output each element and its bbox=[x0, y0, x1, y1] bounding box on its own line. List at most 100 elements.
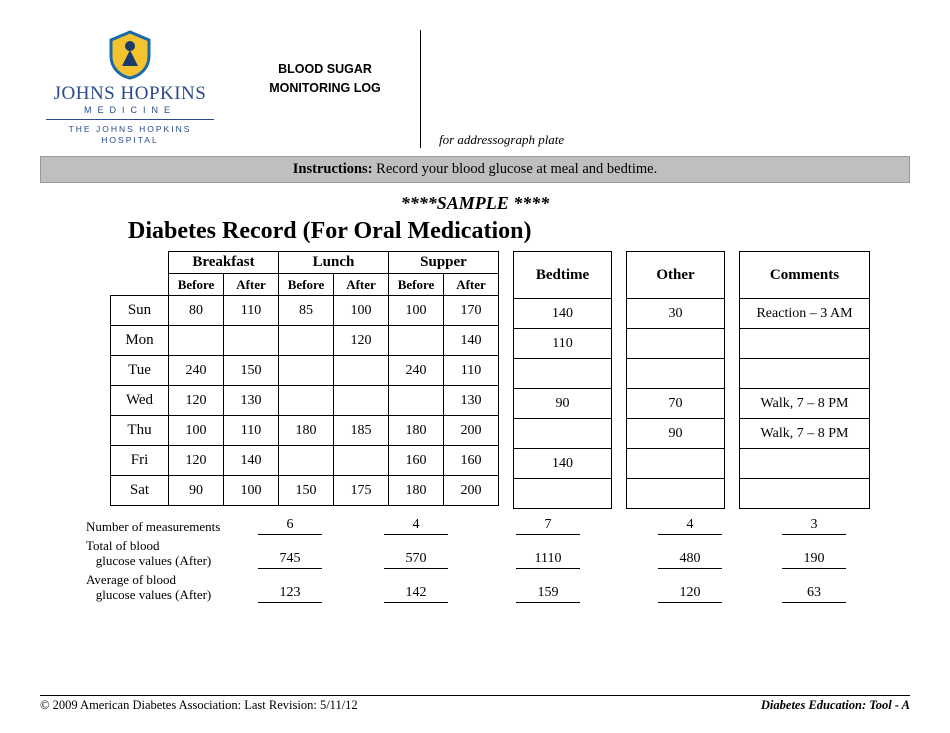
col-other: Other bbox=[627, 252, 725, 299]
avg-su: 159 bbox=[516, 585, 580, 603]
table-row: Thu100110180185180200 bbox=[111, 416, 499, 446]
bf-before: 240 bbox=[169, 356, 224, 386]
instructions-label: Instructions: bbox=[293, 161, 373, 177]
lu-after bbox=[334, 386, 389, 416]
total-bf: 745 bbox=[258, 551, 322, 569]
total-bed: 480 bbox=[658, 551, 722, 569]
day-cell: Mon bbox=[111, 326, 169, 356]
bf-before: 120 bbox=[169, 386, 224, 416]
comment-cell bbox=[740, 329, 870, 359]
bf-before bbox=[169, 326, 224, 356]
instructions-text: Record your blood glucose at meal and be… bbox=[376, 161, 657, 177]
day-cell: Fri bbox=[111, 446, 169, 476]
count-bf: 6 bbox=[258, 517, 322, 535]
count-su: 7 bbox=[516, 517, 580, 535]
avg-other: 63 bbox=[782, 585, 846, 603]
header: JOHNS HOPKINS MEDICINE THE JOHNS HOPKINS… bbox=[40, 30, 910, 148]
bf-after: 130 bbox=[224, 386, 279, 416]
table-row: Tue240150240110 bbox=[111, 356, 499, 386]
comment-cell: Walk, 7 – 8 PM bbox=[740, 419, 870, 449]
other-cell bbox=[627, 449, 725, 479]
day-cell: Sat bbox=[111, 476, 169, 506]
table-row: Sat90100150175180200 bbox=[111, 476, 499, 506]
su-before: 160 bbox=[389, 446, 444, 476]
org-subname: MEDICINE bbox=[40, 105, 220, 115]
su-after: 110 bbox=[444, 356, 499, 386]
col-bedtime: Bedtime bbox=[514, 252, 612, 299]
bf-after: 140 bbox=[224, 446, 279, 476]
summary-avg-label: Average of blood glucose values (After) bbox=[86, 573, 256, 603]
sample-banner: ****SAMPLE **** bbox=[40, 193, 910, 214]
other-cell: 30 bbox=[627, 299, 725, 329]
total-other: 190 bbox=[782, 551, 846, 569]
su-before bbox=[389, 386, 444, 416]
divider bbox=[46, 119, 214, 120]
summary-count-row: Number of measurements 6 4 7 4 3 bbox=[86, 517, 910, 535]
su-after: 200 bbox=[444, 416, 499, 446]
day-cell: Wed bbox=[111, 386, 169, 416]
count-bed: 4 bbox=[658, 517, 722, 535]
comments-table: Comments Reaction – 3 AMWalk, 7 – 8 PMWa… bbox=[739, 251, 870, 509]
lu-before bbox=[279, 386, 334, 416]
comment-cell bbox=[740, 449, 870, 479]
lu-before: 180 bbox=[279, 416, 334, 446]
table-row: Wed120130130 bbox=[111, 386, 499, 416]
total-lu: 570 bbox=[384, 551, 448, 569]
plate-label: for addressograph plate bbox=[439, 132, 564, 148]
other-cell bbox=[627, 329, 725, 359]
lu-before bbox=[279, 326, 334, 356]
lu-after bbox=[334, 356, 389, 386]
bf-after: 110 bbox=[224, 416, 279, 446]
record-title: Diabetes Record (For Oral Medication) bbox=[128, 218, 910, 245]
other-cell: 70 bbox=[627, 389, 725, 419]
col-su-before: Before bbox=[389, 274, 444, 296]
count-other: 3 bbox=[782, 517, 846, 535]
bf-after: 110 bbox=[224, 296, 279, 326]
su-after: 160 bbox=[444, 446, 499, 476]
summary-count-label: Number of measurements bbox=[86, 520, 256, 535]
bf-before: 120 bbox=[169, 446, 224, 476]
org-logo-block: JOHNS HOPKINS MEDICINE THE JOHNS HOPKINS… bbox=[40, 30, 230, 146]
table-row: Mon120140 bbox=[111, 326, 499, 356]
table-row: Sun8011085100100170 bbox=[111, 296, 499, 326]
table-row: Fri120140 160160 bbox=[111, 446, 499, 476]
avg-bf: 123 bbox=[258, 585, 322, 603]
su-after: 170 bbox=[444, 296, 499, 326]
lu-after: 100 bbox=[334, 296, 389, 326]
other-cell: 90 bbox=[627, 419, 725, 449]
total-su: 1110 bbox=[516, 551, 580, 569]
bed-cell bbox=[514, 359, 612, 389]
lu-after: 175 bbox=[334, 476, 389, 506]
doc-title-line2: MONITORING LOG bbox=[230, 79, 420, 98]
day-cell: Thu bbox=[111, 416, 169, 446]
other-cell bbox=[627, 359, 725, 389]
col-supper: Supper bbox=[389, 252, 499, 274]
day-cell: Tue bbox=[111, 356, 169, 386]
bed-cell bbox=[514, 419, 612, 449]
bf-after bbox=[224, 326, 279, 356]
org-name: JOHNS HOPKINS bbox=[40, 84, 220, 103]
lu-before bbox=[279, 446, 334, 476]
bf-before: 100 bbox=[169, 416, 224, 446]
comment-cell bbox=[740, 479, 870, 509]
bed-cell: 140 bbox=[514, 449, 612, 479]
lu-after: 120 bbox=[334, 326, 389, 356]
lu-before: 85 bbox=[279, 296, 334, 326]
col-lu-after: After bbox=[334, 274, 389, 296]
bf-before: 90 bbox=[169, 476, 224, 506]
col-lu-before: Before bbox=[279, 274, 334, 296]
bf-after: 100 bbox=[224, 476, 279, 506]
bed-cell bbox=[514, 479, 612, 509]
lu-after: 185 bbox=[334, 416, 389, 446]
org-hospital-1: THE JOHNS HOPKINS bbox=[40, 124, 220, 135]
su-before: 180 bbox=[389, 476, 444, 506]
count-lu: 4 bbox=[384, 517, 448, 535]
su-after: 200 bbox=[444, 476, 499, 506]
other-cell bbox=[627, 479, 725, 509]
col-lunch: Lunch bbox=[279, 252, 389, 274]
footer-left: © 2009 American Diabetes Association: La… bbox=[40, 698, 358, 713]
summary-avg-row: Average of blood glucose values (After) … bbox=[86, 573, 910, 603]
comment-cell: Reaction – 3 AM bbox=[740, 299, 870, 329]
col-bf-before: Before bbox=[169, 274, 224, 296]
su-before: 180 bbox=[389, 416, 444, 446]
